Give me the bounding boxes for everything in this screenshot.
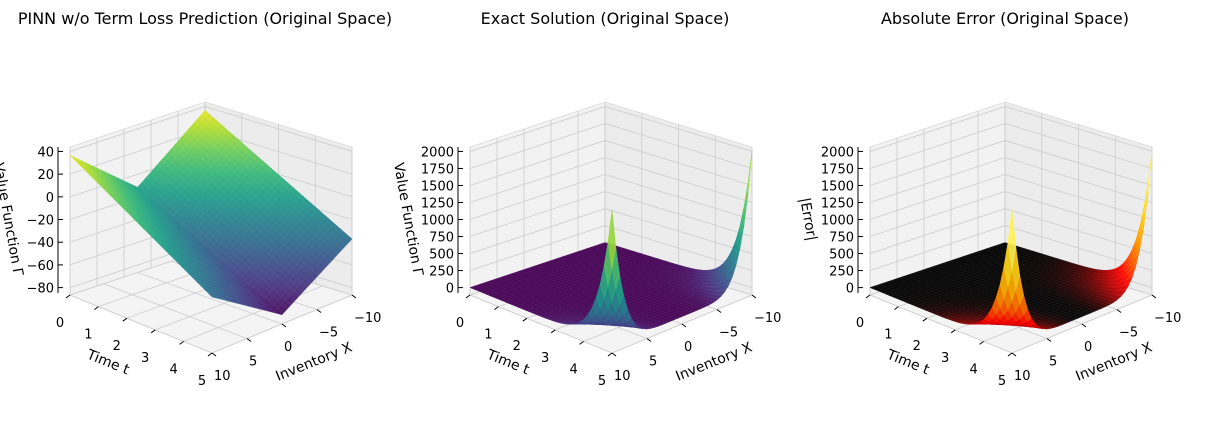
y-tick-label: 3 [941,351,949,366]
z-tick-label: 1000 [421,214,454,229]
z-tick-label: 250 [829,265,854,280]
z-tick-label: 750 [429,231,454,246]
z-axis: 2000 1750 1500 1250 1000 750 500 250 0 |Error| [796,145,863,297]
z-tick-label: 500 [829,248,854,263]
y-tick-label: 2 [113,339,121,354]
z-tick-label: 1500 [821,179,854,194]
surface [69,110,353,315]
x-tick-label: −10 [754,311,781,326]
x-tick-label: 5 [649,355,657,370]
z-tick-label: 1000 [821,214,854,229]
z-tick-label: 0 [46,191,54,206]
y-tick-label: 1 [84,328,92,343]
x-tick-label: 10 [614,369,631,384]
y-tick-label: 5 [198,374,206,389]
z-tick-label: −80 [27,282,54,297]
x-tick-label: −10 [1154,311,1181,326]
z-tick-label: 0 [846,282,854,297]
surface [869,151,1153,330]
x-tick-label: 0 [1084,340,1092,355]
surface [469,151,753,330]
z-tick-label: 500 [429,248,454,263]
y-axis-label: Time t [884,346,932,378]
z-axis-label: |Error| [796,196,819,242]
z-tick-label: 20 [37,168,54,183]
y-tick-label: 2 [913,339,921,354]
y-tick-label: 1 [484,328,492,343]
panel-pinn-prediction: PINN w/o Term Loss Prediction (Original … [0,9,392,389]
z-tick-label: 1750 [421,162,454,177]
x-tick-label: 5 [249,355,257,370]
y-axis-label: Time t [84,346,132,378]
panel-absolute-error: Absolute Error (Original Space)1050−5−10… [796,9,1181,389]
z-tick-label: −40 [27,236,54,251]
z-tick-label: −20 [27,214,54,229]
y-tick-label: 4 [569,362,577,377]
y-axis-label: Time t [484,346,532,378]
y-tick-label: 4 [969,362,977,377]
y-tick-label: 3 [541,351,549,366]
y-tick-label: 5 [998,374,1006,389]
x-tick-label: 5 [1049,355,1057,370]
x-tick-label: −5 [319,326,338,341]
chart-title: PINN w/o Term Loss Prediction (Original … [18,9,392,28]
z-tick-label: 1250 [421,197,454,212]
z-tick-label: −60 [27,259,54,274]
z-tick-label: 0 [446,282,454,297]
y-tick-label: 4 [169,362,177,377]
y-tick-label: 2 [513,339,521,354]
x-tick-label: 0 [684,340,692,355]
y-tick-label: 1 [884,328,892,343]
z-tick-label: 1750 [821,162,854,177]
z-tick-label: 40 [37,145,54,160]
y-tick-label: 0 [56,316,64,331]
x-tick-label: 10 [1014,369,1031,384]
z-tick-label: 1500 [421,179,454,194]
x-tick-label: −5 [1119,326,1138,341]
x-tick-label: −10 [354,311,381,326]
panel-exact-solution: Exact Solution (Original Space)1050−5−10… [390,9,781,389]
z-tick-label: 2000 [821,145,854,160]
y-tick-label: 5 [598,374,606,389]
z-axis-label: Value Function Γ [0,161,26,277]
z-tick-label: 2000 [421,145,454,160]
x-tick-label: −5 [719,326,738,341]
chart-title: Exact Solution (Original Space) [481,9,730,28]
y-tick-label: 3 [141,351,149,366]
z-tick-label: 750 [829,231,854,246]
y-tick-label: 0 [456,316,464,331]
z-tick-label: 1250 [821,197,854,212]
z-tick-label: 250 [429,265,454,280]
x-tick-label: 10 [214,369,231,384]
x-tick-label: 0 [284,340,292,355]
chart-title: Absolute Error (Original Space) [881,9,1129,28]
y-tick-label: 0 [856,316,864,331]
